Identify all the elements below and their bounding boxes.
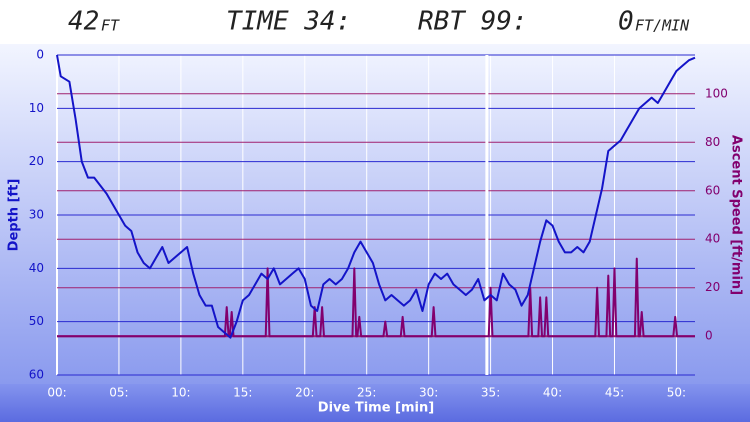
y2-tick-label: 40 [705, 232, 720, 246]
header-bar [0, 0, 750, 44]
depth-readout: 42 [68, 7, 99, 37]
y2-tick-label: 80 [705, 135, 720, 149]
y-tick-label: 30 [29, 208, 44, 222]
y2-tick-label: 20 [705, 280, 720, 294]
x-tick-label: 30: [419, 386, 438, 400]
y-tick-label: 40 [29, 261, 44, 275]
x-tick-label: 10: [171, 386, 190, 400]
y2-tick-label: 100 [705, 86, 728, 100]
rbt-readout: RBT 99: [418, 7, 528, 37]
depth-unit: FT [101, 17, 120, 35]
y2-tick-label: 60 [705, 183, 720, 197]
x-axis-title: Dive Time [min] [318, 401, 434, 416]
y-tick-label: 50 [29, 314, 44, 328]
x-tick-label: 50: [667, 386, 686, 400]
x-tick-label: 35: [481, 386, 500, 400]
x-tick-label: 05: [109, 386, 128, 400]
x-tick-label: 40: [543, 386, 562, 400]
x-tick-label: 45: [605, 386, 624, 400]
plot-background [0, 44, 750, 384]
y-tick-label: 0 [36, 48, 44, 62]
speed-unit: FT/MIN [635, 17, 690, 35]
series-line [57, 257, 695, 338]
y2-axis-title: Ascent Speed [ft/min] [729, 135, 744, 295]
y-tick-label: 60 [29, 368, 44, 382]
x-tick-label: 15: [233, 386, 252, 400]
y2-tick-label: 0 [705, 329, 713, 343]
y-tick-label: 20 [29, 154, 44, 168]
series-line [56, 54, 696, 339]
x-tick-label: 25: [357, 386, 376, 400]
y-tick-label: 10 [29, 101, 44, 115]
time-readout: TIME 34: [226, 7, 351, 37]
x-tick-label: 20: [295, 386, 314, 400]
speed-readout: 0 [618, 7, 634, 37]
y-axis-title: Depth [ft] [7, 179, 22, 252]
x-tick-label: 00: [47, 386, 66, 400]
footer-band [0, 384, 750, 422]
